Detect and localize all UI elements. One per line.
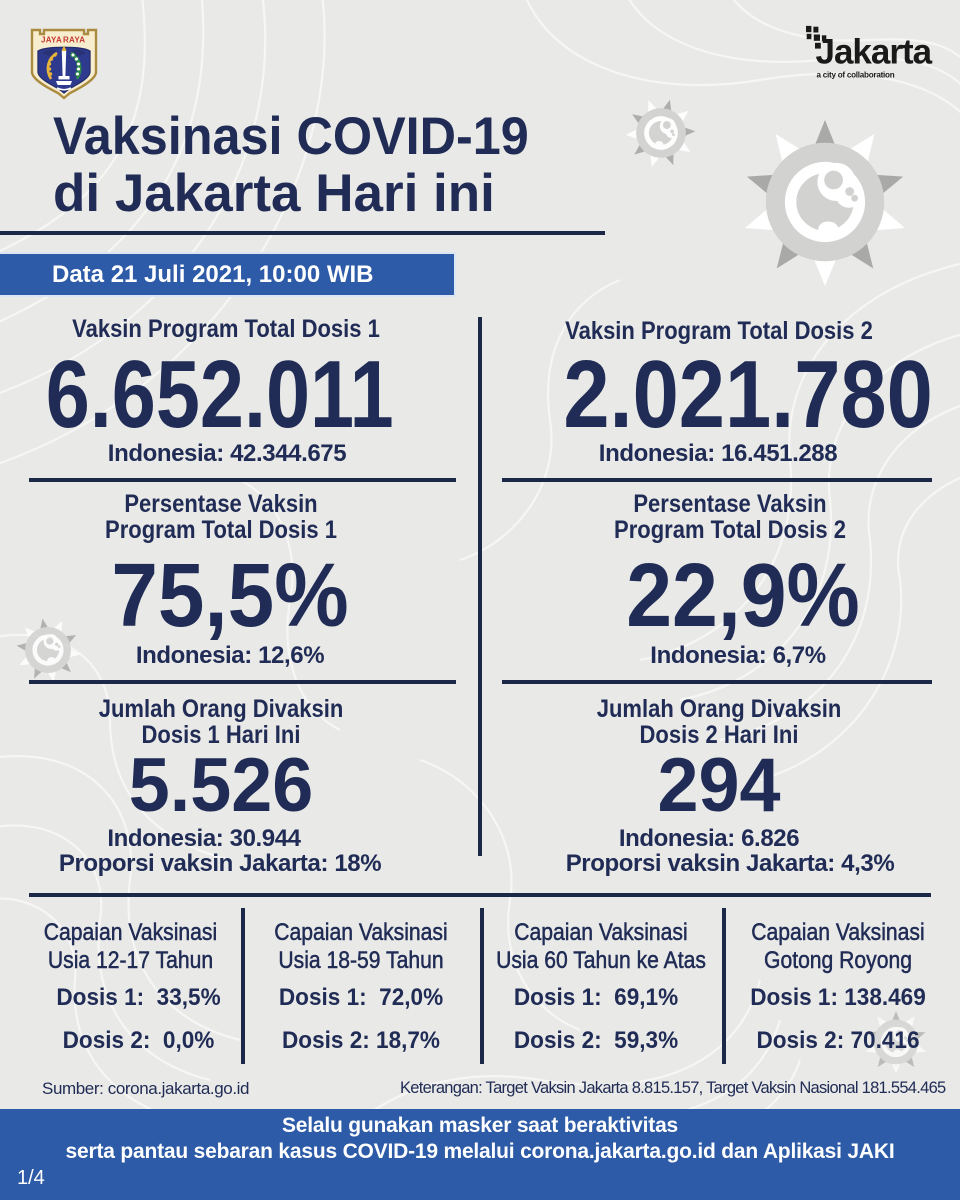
svg-text:Jakarta: Jakarta: [816, 32, 933, 71]
svg-text:JAYA RAYA: JAYA RAYA: [41, 36, 87, 45]
svg-text:a city of collaboration: a city of collaboration: [817, 71, 895, 80]
